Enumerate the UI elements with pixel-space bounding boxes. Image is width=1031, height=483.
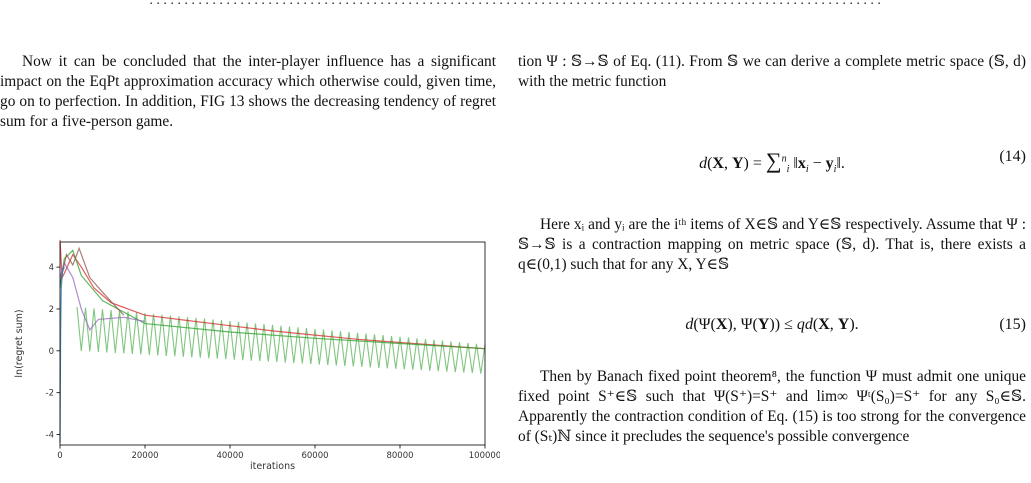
right-column: tion Ψ : 𝕊→𝕊 of Eq. (11). From 𝕊 we can … [518, 52, 1026, 92]
equation-14-number: (14) [999, 148, 1026, 165]
series-line-4 [59, 246, 125, 316]
right-paragraph-1: tion Ψ : 𝕊→𝕊 of Eq. (11). From 𝕊 we can … [518, 53, 1026, 90]
x-axis-title: iterations [250, 461, 295, 472]
series-line-2 [59, 249, 486, 350]
x-tick-label: 40000 [216, 451, 243, 461]
equation-14-expression: d(X, Y) = ∑ni ‖xi − yi‖. [699, 148, 845, 176]
y-tick-label: 2 [49, 305, 54, 315]
right-paragraph-2: Here xᵢ and yᵢ are the iᵗʰ items of X∈𝕊 … [518, 216, 1026, 273]
series-line-1 [59, 239, 486, 350]
x-tick-label: 0 [57, 451, 62, 461]
x-tick-label: 80000 [386, 451, 413, 461]
regret-sum-chart: 0 20000 40000 60000 80000 100000 -4 -2 0 2 4 iterat… [14, 239, 500, 472]
x-tick-label: 60000 [301, 451, 328, 461]
y-tick-label: 4 [49, 263, 54, 273]
y-axis-title: ln(regret sum) [14, 309, 25, 377]
series-line-oscillating [76, 306, 486, 374]
equation-15-expression: d(Ψ(X), Ψ(Y)) ≤ qd(X, Y). [685, 316, 859, 333]
plot-frame [59, 241, 486, 446]
clipped-previous-line: . . . . . . . . . . . . . . . . . . . . … [149, 0, 882, 8]
x-tick-label: 20000 [131, 451, 158, 461]
right-column-middle: Here xᵢ and yᵢ are the iᵗʰ items of X∈𝕊 … [518, 215, 1026, 275]
y-tick-label: -4 [46, 431, 54, 441]
right-column-bottom: Then by Banach fixed point theorem⁸, the… [518, 367, 1026, 447]
left-column: Now it can be concluded that the inter-p… [0, 52, 496, 132]
y-tick-label: -2 [46, 389, 54, 399]
left-paragraph: Now it can be concluded that the inter-p… [0, 53, 496, 130]
x-tick-label: 100000 [469, 451, 500, 461]
y-tick-label: 0 [49, 347, 54, 357]
series-line-5 [59, 266, 65, 443]
right-paragraph-3: Then by Banach fixed point theorem⁸, the… [518, 368, 1026, 445]
series-line-3 [59, 261, 146, 332]
equation-15-number: (15) [999, 316, 1026, 333]
